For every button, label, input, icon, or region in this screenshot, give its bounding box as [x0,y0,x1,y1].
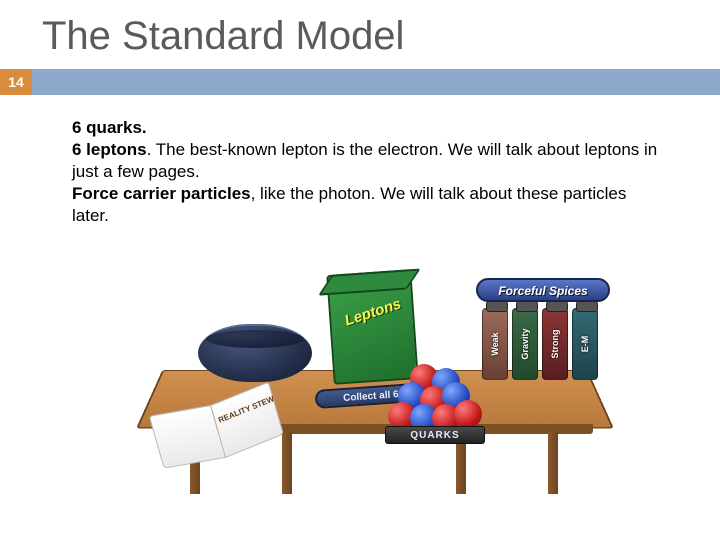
spice-jar-weak: Weak [482,308,508,380]
spice-jar-em: E-M [572,308,598,380]
quarks-heading: 6 quarks. [72,118,147,137]
force-heading: Force carrier particles [72,184,251,203]
spice-banner: Forceful Spices [476,278,610,302]
table-leg [548,432,558,494]
page-bar: 14 [0,69,720,95]
illustration: REALITY STEW Leptons Collect all 6! QUAR… [150,272,600,502]
spice-jar-gravity: Gravity [512,308,538,380]
leptons-text: . The best-known lepton is the electron.… [72,140,657,181]
spice-jar-label: E-M [580,336,590,353]
lepton-box-title: Leptons [338,294,408,331]
page-title: The Standard Model [0,0,720,69]
quark-label: QUARKS [385,426,485,444]
leptons-heading: 6 leptons [72,140,147,159]
spice-jar-label: Gravity [520,328,530,359]
page-number: 14 [0,69,32,95]
mixing-bowl [198,324,312,382]
spice-jar-label: Weak [490,332,500,355]
spice-jar-strong: Strong [542,308,568,380]
body-text: 6 quarks. 6 leptons. The best-known lept… [0,95,720,227]
table-leg [282,432,292,494]
spice-jar-label: Strong [550,330,560,359]
quark-ball [454,400,482,428]
